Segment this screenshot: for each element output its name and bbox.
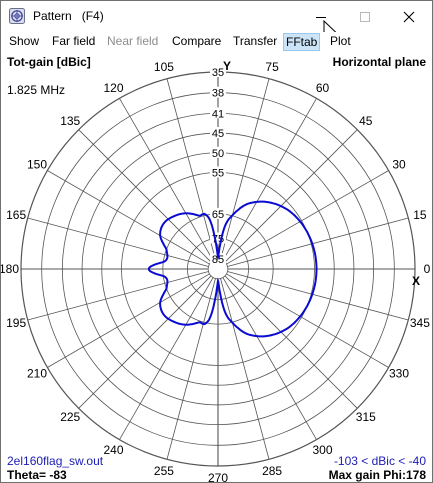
grid-spoke (222, 277, 317, 440)
axis-x-label: X (412, 274, 420, 288)
menu-near-field: Near field (107, 34, 159, 48)
title-bar[interactable]: Pattern (F4) (1, 1, 432, 32)
ring-label: 35 (212, 67, 224, 79)
ring-label: 55 (212, 167, 224, 179)
gain-range-label: -103 < dBic < -40 (333, 454, 426, 468)
frequency-label: 1.825 MHz (7, 83, 66, 97)
grid-spoke (78, 129, 212, 263)
angle-label-bg (1, 261, 18, 275)
ring-label-bg (210, 127, 226, 139)
grid-spoke (222, 98, 317, 261)
grid-spoke (119, 98, 214, 261)
grid-spoke (224, 129, 358, 263)
close-icon (403, 11, 415, 23)
ring-label: 65 (212, 209, 224, 221)
ring-label-bg (210, 166, 226, 178)
max-gain-label: Max gain Phi:178 (328, 468, 426, 482)
angle-label: 45 (359, 114, 373, 128)
minimize-button[interactable] (298, 1, 344, 32)
angle-label: 255 (154, 464, 174, 478)
ring-label: 85 (212, 254, 224, 266)
pattern-curve (147, 200, 318, 338)
menu-show[interactable]: Show (9, 34, 40, 48)
angle-label: 330 (389, 367, 409, 381)
angle-label: 0 (424, 262, 431, 276)
output-file-label: 2el160flag_sw.out (7, 454, 104, 468)
angle-label: 180 (1, 262, 19, 276)
maximize-icon (360, 12, 370, 22)
angle-label: 195 (6, 316, 26, 330)
app-icon (9, 8, 25, 24)
angle-label: 135 (60, 114, 80, 128)
grid-spoke (220, 278, 270, 460)
polar-plot[interactable]: 0 15 30 45 60 75 105 120 135 150 165 180 195 210 225 24… (1, 52, 432, 482)
angle-label: 15 (413, 208, 427, 222)
menu-compare[interactable]: Compare (172, 34, 222, 48)
ring-label: 38 (212, 88, 224, 100)
angle-label: 315 (356, 410, 376, 424)
ring-label-bg (210, 232, 226, 244)
angle-label: 285 (262, 464, 282, 478)
ring-label: 50 (212, 148, 224, 160)
angle-label: 75 (265, 60, 279, 74)
angle-label: 240 (103, 443, 123, 457)
ring-label: 45 (212, 128, 224, 140)
ring-label-bg (210, 146, 226, 158)
angle-label: 30 (392, 158, 406, 172)
close-button[interactable] (386, 1, 432, 32)
plot-quantity-label: Tot-gain [dBic] (7, 55, 91, 69)
grid-spoke (78, 275, 212, 409)
plot-plane-label: Horizontal plane (332, 55, 426, 69)
theta-label: Theta= -83 (7, 468, 67, 482)
menu-plot[interactable]: Plot (330, 34, 351, 48)
ring-label-bg (210, 86, 226, 98)
angle-label: 270 (208, 471, 228, 482)
grid-spoke (47, 170, 210, 265)
angle-label: 300 (312, 443, 332, 457)
angle-label: 150 (27, 158, 47, 172)
grid-spoke (220, 78, 270, 260)
angle-label: 105 (154, 60, 174, 74)
angle-label: 225 (60, 410, 80, 424)
angle-label: 345 (410, 316, 430, 330)
angle-label: 60 (316, 81, 330, 95)
pattern-plot-area: 0 15 30 45 60 75 105 120 135 150 165 180 195 210 225 24… (1, 52, 432, 482)
grid-spoke (226, 273, 389, 368)
axis-y-label: Y (223, 59, 231, 73)
grid-spoke (227, 271, 409, 321)
window-title: Pattern (F4) (33, 9, 104, 23)
menu-bar: Show Far field Near field Compare Transf… (1, 32, 432, 52)
grid-spoke (226, 170, 389, 265)
angle-label: 165 (6, 208, 26, 222)
grid-spoke (224, 275, 358, 409)
menu-fftab[interactable]: FFtab (283, 33, 321, 51)
ring-label-bg (210, 207, 226, 219)
ring-label-bg (210, 107, 226, 119)
minimize-icon (316, 17, 326, 18)
grid-spoke (119, 277, 214, 440)
angle-label-bg (418, 261, 432, 275)
grid-spoke (27, 217, 209, 267)
grid-spoke (27, 271, 209, 321)
menu-far-field[interactable]: Far field (52, 34, 96, 48)
angle-label: 120 (103, 81, 123, 95)
grid-spoke (227, 217, 409, 267)
maximize-button[interactable] (342, 1, 388, 32)
ring-label-bg (210, 66, 226, 77)
grid-spoke (166, 278, 216, 460)
angle-label: 210 (27, 367, 47, 381)
grid-spoke (166, 78, 216, 260)
ring-label: 41 (212, 108, 224, 120)
grid-spoke (47, 273, 210, 368)
menu-transfer[interactable]: Transfer (233, 34, 278, 48)
